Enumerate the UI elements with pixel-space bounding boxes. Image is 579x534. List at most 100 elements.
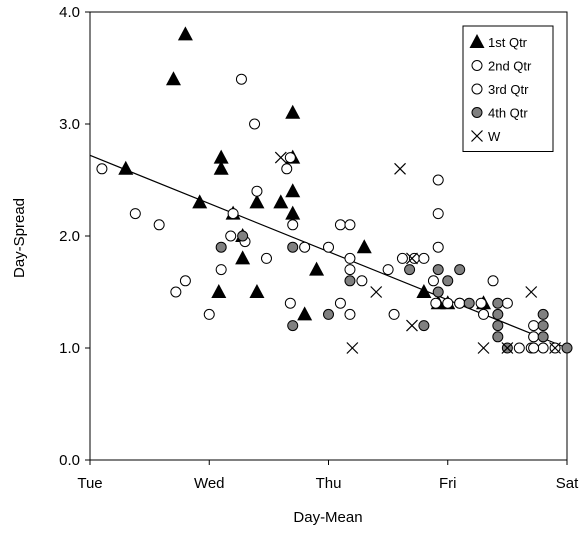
data-point (537, 342, 549, 354)
data-point (356, 275, 368, 287)
data-point (260, 252, 272, 264)
data-point (432, 174, 444, 186)
data-point (418, 320, 430, 332)
data-point (432, 264, 444, 276)
data-point (537, 320, 549, 332)
data-point (501, 297, 513, 309)
data-point (492, 297, 504, 309)
data-point (285, 104, 301, 119)
data-point (274, 151, 287, 164)
data-point (177, 26, 193, 41)
data-point (454, 297, 466, 309)
data-point (281, 163, 293, 175)
data-point (287, 241, 299, 253)
data-point (432, 286, 444, 298)
data-point (528, 331, 540, 343)
data-point (442, 275, 454, 287)
data-point (388, 308, 400, 320)
data-point (513, 342, 525, 354)
data-point (118, 160, 134, 175)
data-point (537, 331, 549, 343)
data-point (382, 264, 394, 276)
data-point (525, 286, 538, 298)
data-point (213, 149, 229, 164)
x-axis-title: Day-Mean (293, 509, 362, 526)
data-point (477, 342, 490, 354)
data-point (406, 252, 418, 265)
data-point (344, 264, 356, 276)
data-point (309, 261, 325, 276)
data-point (396, 252, 408, 264)
y-tick-label: 2.0 (59, 228, 80, 245)
y-axis-title: Day-Spread (11, 198, 28, 278)
data-point (344, 275, 356, 287)
data-point (492, 331, 504, 343)
data-point (165, 71, 181, 86)
data-point (475, 297, 487, 309)
data-point (235, 250, 251, 265)
data-point (346, 342, 359, 354)
data-point (323, 308, 334, 320)
y-tick-label: 4.0 (59, 4, 80, 21)
data-point (416, 284, 432, 298)
legend-marker (471, 83, 483, 95)
legend-marker (471, 130, 483, 142)
data-point (404, 264, 416, 276)
data-point (463, 297, 475, 309)
data-point (237, 230, 249, 242)
data-point (249, 284, 265, 298)
data-point (285, 183, 301, 198)
data-point (287, 219, 299, 231)
data-point (249, 118, 261, 130)
data-point (478, 308, 490, 320)
legend-label: 1st Qtr (488, 35, 528, 50)
data-point (427, 275, 439, 287)
data-point (549, 342, 561, 354)
data-point (235, 73, 247, 85)
x-tick-label: Fri (439, 475, 457, 492)
data-point (501, 342, 514, 354)
data-point (561, 342, 573, 354)
data-point (430, 297, 442, 309)
data-point (528, 320, 540, 332)
data-point (432, 208, 444, 220)
data-point (418, 252, 430, 264)
data-point (334, 219, 346, 231)
x-tick-label: Tue (77, 475, 102, 492)
data-point (394, 162, 406, 175)
data-point (225, 230, 237, 242)
series-2 (225, 163, 540, 354)
data-point (215, 241, 227, 253)
data-point (285, 205, 301, 220)
y-tick-label: 3.0 (59, 116, 80, 133)
data-point (203, 308, 215, 320)
x-tick-label: Thu (316, 475, 342, 492)
data-point (344, 252, 356, 264)
legend: 1st Qtr 2nd Qtr 3rd Qtr 4th Qtr W (462, 25, 554, 152)
data-point (273, 194, 289, 209)
data-point (297, 306, 313, 321)
data-point (454, 264, 466, 276)
data-point (284, 152, 296, 164)
y-tick-label: 0.0 (59, 452, 80, 469)
legend-label: W (488, 129, 501, 144)
series-4 (274, 151, 561, 354)
data-point (492, 308, 504, 320)
data-point (153, 219, 165, 231)
data-point (528, 342, 540, 354)
axes: 0.0 1.0 2.0 3.0 4.0 Tue Wed Thu Fri Sat (59, 4, 579, 492)
data-point (344, 308, 356, 320)
data-points (96, 26, 573, 354)
data-point (213, 160, 229, 175)
data-point (249, 194, 265, 209)
data-point (323, 241, 334, 253)
series-1 (96, 73, 561, 354)
data-point (344, 219, 356, 231)
x-tick-label: Wed (194, 475, 225, 492)
data-point (215, 264, 227, 276)
data-point (211, 284, 227, 298)
data-point (287, 320, 299, 332)
data-point (284, 297, 296, 309)
legend-marker (469, 34, 485, 48)
